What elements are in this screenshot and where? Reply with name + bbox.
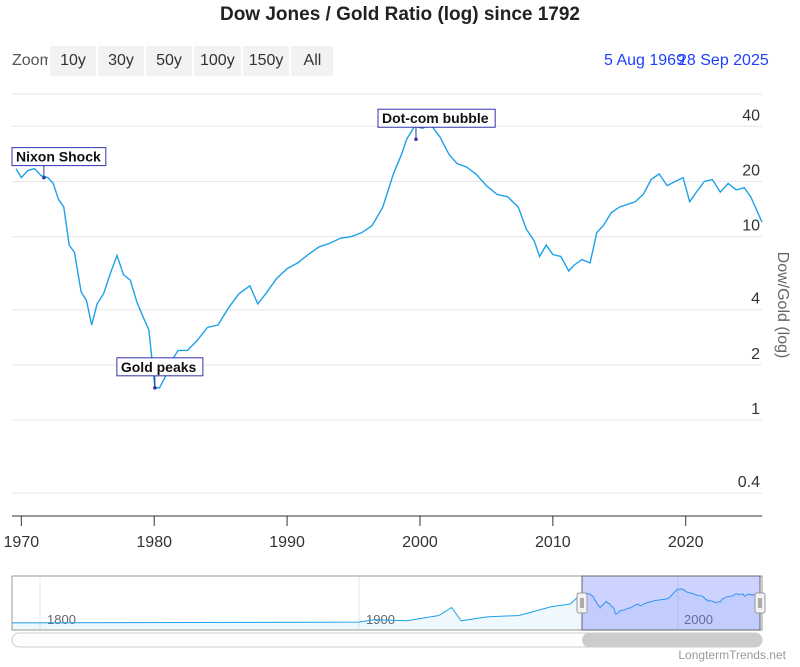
- x-tick-label: 2010: [535, 534, 571, 551]
- zoom-30y-button[interactable]: 30y: [98, 46, 144, 76]
- x-tick-label: 1980: [136, 534, 172, 551]
- zoom-50y-button[interactable]: 50y: [146, 46, 192, 76]
- annotation-1: Gold peaks: [116, 357, 204, 390]
- zoom-100y-button[interactable]: 100y: [194, 46, 241, 76]
- ratio-series-line: [15, 123, 763, 389]
- annotation-label: Gold peaks: [121, 359, 197, 375]
- navigator-selection[interactable]: [581, 575, 761, 631]
- navigator-series-area: [12, 588, 762, 630]
- x-tick-label: 2020: [668, 534, 704, 551]
- y-tick-label: 10: [742, 218, 760, 235]
- zoom-150y-button[interactable]: 150y: [242, 46, 290, 76]
- zoom-label: Zoom: [12, 52, 48, 69]
- zoom-10y-button[interactable]: 10y: [50, 46, 96, 76]
- annotation-box: [116, 357, 204, 377]
- annotation-box: [377, 108, 496, 128]
- range-from-input[interactable]: 5 Aug 1969: [604, 52, 685, 69]
- scrollbar-thumb[interactable]: [582, 633, 762, 647]
- y-tick-label: 2: [751, 346, 760, 363]
- zoom-bar: Zoom 10y 30y 50y 100y 150y All: [12, 46, 335, 76]
- y-tick-label: 40: [742, 107, 760, 124]
- x-tick-label: 1970: [4, 534, 40, 551]
- navigator-frame: [11, 575, 763, 631]
- credit-text: LongtermTrends.net: [678, 648, 786, 662]
- chart-title: Dow Jones / Gold Ratio (log) since 1792: [219, 4, 581, 25]
- y-axis: 0.4 1 2 4 10 20 40: [738, 107, 760, 491]
- y-tick-label: 20: [742, 163, 760, 180]
- y-tick-label: 1: [751, 401, 760, 418]
- navigator-handle-right[interactable]: [754, 592, 766, 614]
- y-axis-label: Dow/Gold (log): [774, 252, 791, 359]
- x-axis: 1970 1980 1990 2000 2010 2020: [4, 516, 704, 551]
- annotation-2: Dot-com bubble: [377, 108, 496, 142]
- navigator[interactable]: 1800 1900 2000: [11, 575, 766, 631]
- x-tick-label: 2000: [402, 534, 438, 551]
- annotation-0: Nixon Shock: [11, 147, 107, 180]
- x-tick-label: 1990: [269, 534, 305, 551]
- annotation-label: Dot-com bubble: [382, 110, 489, 126]
- annotation-label: Nixon Shock: [16, 149, 101, 165]
- annotation-box: [11, 147, 107, 167]
- navigator-series-line: [11, 588, 763, 624]
- navigator-label-2000: 2000: [684, 612, 713, 627]
- navigator-handle-left[interactable]: [576, 592, 588, 614]
- y-tick-label: 0.4: [738, 474, 760, 491]
- annotations: Nixon Shock Gold peaks Dot-com bubble: [11, 108, 496, 390]
- zoom-all-button[interactable]: All: [291, 46, 334, 76]
- scrollbar[interactable]: [11, 632, 763, 648]
- range-to-input[interactable]: 28 Sep 2025: [678, 52, 769, 69]
- y-tick-label: 4: [751, 291, 760, 308]
